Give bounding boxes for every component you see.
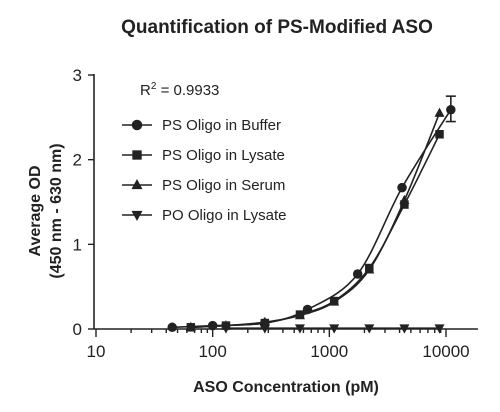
r-squared-r: R: [140, 82, 151, 99]
x-tick-label: 100: [198, 342, 226, 361]
legend-label: PO Oligo in Lysate: [162, 207, 287, 224]
x-tick-label: 1000: [310, 342, 348, 361]
data-point: [364, 264, 375, 274]
data-point: [400, 200, 409, 209]
data-point: [435, 130, 444, 139]
x-tick-label: 10000: [422, 342, 469, 361]
legend-label: PS Oligo in Lysate: [162, 147, 285, 164]
data-point: [302, 304, 313, 315]
legend-marker: [131, 210, 143, 222]
x-axis-ticks: 10 100 1000 10000: [87, 329, 470, 361]
data-point: [399, 324, 410, 334]
y-tick-label: 1: [73, 235, 82, 254]
legend-marker: [131, 178, 143, 190]
legend-label: PS Oligo in Buffer: [162, 117, 281, 134]
y-axis-title: Average OD (450 nm - 630 nm): [27, 143, 65, 278]
r-squared-value: = 0.9933: [156, 82, 219, 99]
legend: PS Oligo in Buffer PS Oligo in Lysate PS O…: [122, 117, 287, 224]
legend-marker: [132, 150, 142, 160]
data-point: [259, 316, 270, 326]
data-point: [220, 324, 231, 334]
data-point: [185, 321, 196, 332]
y-axis-title-line2: (450 nm - 630 nm): [48, 143, 65, 278]
data-point: [399, 194, 410, 205]
data-point: [294, 324, 305, 334]
data-point: [329, 296, 340, 306]
y-tick-label: 0: [73, 320, 82, 339]
chart-title: Quantification of PS-Modified ASO: [121, 17, 433, 38]
legend-label: PS Oligo in Serum: [162, 177, 285, 194]
data-point: [352, 269, 363, 279]
y-tick-label: 3: [73, 66, 82, 85]
legend-marker: [131, 119, 143, 131]
y-axis-title-line1: Average OD: [27, 166, 44, 257]
data-point: [167, 322, 177, 333]
y-axis-ticks: 0 1 2 3: [73, 66, 94, 339]
data-point: [446, 104, 456, 115]
y-tick-label: 2: [73, 151, 82, 170]
data-point: [397, 182, 407, 193]
data-point: [294, 309, 305, 320]
data-point: [207, 320, 218, 331]
x-tick-label: 10: [87, 342, 106, 361]
r-squared-superscript: 2: [151, 81, 157, 92]
data-point: [434, 107, 445, 117]
data-point: [434, 324, 445, 334]
x-axis-title: ASO Concentration (pM): [193, 379, 379, 396]
data-points: [167, 104, 456, 334]
data-point: [364, 324, 375, 334]
r-squared-annotation: R2 = 0.9933: [140, 81, 219, 99]
data-point: [329, 324, 340, 334]
data-point: [259, 324, 270, 334]
